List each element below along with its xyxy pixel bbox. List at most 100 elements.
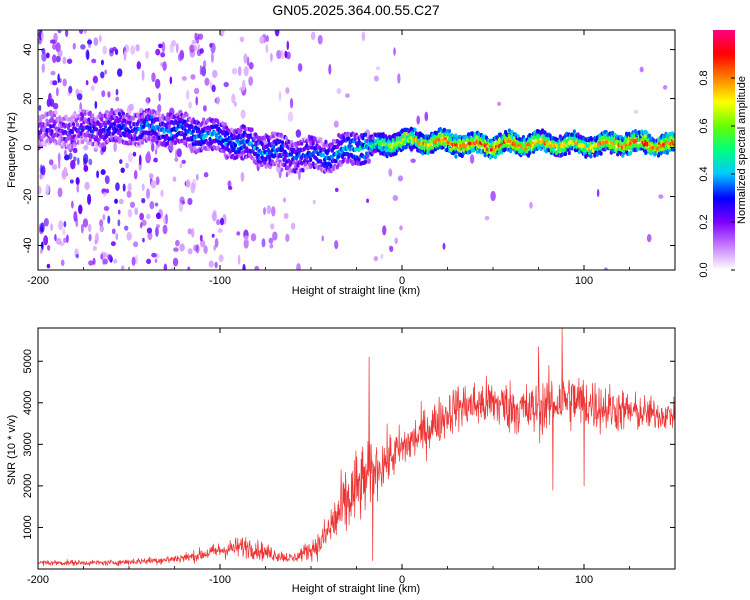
spectrogram-noise-cell [336, 88, 342, 95]
spectrogram-noise-cell [197, 33, 204, 40]
spectrogram-ridge-cell [110, 122, 114, 127]
spectrogram-noise-cell [103, 205, 110, 212]
spectrogram-noise-cell [88, 260, 94, 266]
spectrogram-noise-cell [69, 179, 74, 184]
spectrogram-ridge-cell [75, 122, 80, 127]
spectrogram-ridge-cell [70, 129, 74, 135]
spectrogram-ridge-cell [128, 129, 132, 135]
spectrogram-noise-cell [114, 198, 118, 204]
spectrogram-noise-cell [104, 69, 108, 75]
spectrogram-ridge-cell [281, 147, 285, 152]
snr-plot-area [38, 328, 675, 569]
spectrogram-noise-cell [79, 30, 84, 34]
spectrogram-ridge-cell [510, 129, 514, 135]
spectrogram-noise-cell [211, 233, 215, 238]
spectrogram-noise-cell [199, 48, 204, 54]
spectrogram-noise-cell [633, 109, 639, 115]
spectrogram-ridge-cell [403, 131, 407, 136]
spectrogram-noise-cell [100, 253, 104, 260]
spectrogram-noise-cell [240, 171, 245, 182]
spectrogram-noise-cell [268, 237, 274, 244]
spectrogram-ridge-cell [301, 168, 305, 173]
spectrogram-noise-cell [185, 89, 190, 100]
spectrogram-noise-cell [213, 244, 216, 251]
spectrogram-noise-cell [149, 201, 155, 210]
spectrogram-ridge-cell [567, 150, 571, 156]
spectrogram-noise-cell [57, 220, 64, 231]
spectrogram-noise-cell [231, 93, 236, 104]
spectrogram-noise-cell [310, 31, 316, 41]
spectrogram-ridge-cell [140, 114, 145, 119]
snr-y-ticks: 1000 2000 3000 4000 5000 [22, 349, 675, 540]
spectrogram-noise-cell [158, 92, 161, 102]
spectrogram-noise-cell [99, 225, 105, 233]
spectrogram-noise-cell [107, 254, 112, 261]
spectrogram-noise-cell [187, 266, 191, 270]
spectrogram-noise-cell [132, 151, 137, 157]
spectrogram-noise-cell [87, 223, 92, 233]
spectrogram-noise-cell [120, 167, 125, 174]
spectrogram-ridge-cell [525, 148, 529, 154]
spectrogram-noise-cell [237, 254, 241, 265]
spectrogram-ridge-cell [182, 119, 187, 124]
spectrogram-noise-cell [248, 62, 254, 70]
spectrogram-noise-cell [170, 267, 174, 270]
spectrogram-noise-cell [153, 157, 158, 163]
spectrogram-noise-cell [132, 241, 139, 248]
spectrogram-noise-cell [39, 173, 43, 180]
spectrogram-noise-cell [125, 162, 129, 169]
spectrogram-y-tick-label: -40 [22, 238, 34, 254]
spectrogram-noise-cell [397, 175, 404, 182]
spectrogram-ridge-cell [116, 108, 120, 113]
spectrogram-noise-cell [86, 39, 93, 45]
spectrogram-noise-cell [469, 154, 475, 164]
spectrogram-noise-cell [399, 225, 403, 231]
spectrogram-noise-cell [416, 115, 421, 125]
snr-y-tick-label: 3000 [22, 432, 34, 456]
spectrogram-noise-cell [115, 88, 119, 96]
spectrogram-noise-cell [243, 235, 249, 241]
spectrogram-noise-cell [50, 70, 56, 76]
spectrogram-ridge-cell [475, 149, 480, 155]
spectrogram-noise-cell [126, 231, 132, 241]
spectrogram-noise-cell [174, 157, 179, 162]
spectrogram-noise-cell [57, 187, 63, 198]
spectrogram-noise-cell [43, 235, 49, 246]
spectrogram-ridge-cell [274, 141, 278, 146]
spectrogram-noise-cell [203, 172, 209, 178]
spectrogram-noise-cell [603, 267, 608, 270]
spectrogram-ridge-cell [324, 139, 328, 145]
colorbar-tick-label: 0.2 [698, 214, 710, 229]
spectrogram-noise-cell [123, 49, 127, 61]
spectrogram-ridge-cell [637, 130, 641, 135]
spectrogram-ridge-cell [223, 141, 227, 147]
spectrogram-ridge-cell [417, 134, 421, 140]
spectrogram-ridge-cell [493, 154, 497, 160]
spectrogram-ridge-cell [260, 142, 264, 147]
spectrogram-ridge-cell [242, 144, 246, 149]
spectrogram-noise-cell [272, 231, 278, 241]
spectrogram-noise-cell [160, 189, 164, 197]
spectrogram-ridge-cell [647, 133, 652, 139]
spectrogram-ridge-cell [306, 138, 310, 143]
spectrogram-ridge-cell [287, 158, 291, 163]
spectrogram-noise-cell [242, 263, 246, 270]
spectrogram-noise-cell [40, 248, 43, 254]
spectrogram-noise-cell [151, 142, 155, 152]
spectrogram-ridge-cell [221, 121, 225, 126]
spectrogram-noise-cell [283, 213, 289, 219]
snr-y-tick-label: 4000 [22, 391, 34, 415]
spectrogram-noise-cell [103, 191, 107, 197]
spectrogram-noise-cell [54, 234, 57, 242]
spectrogram-noise-cell [146, 96, 149, 106]
spectrogram-ridge-cell [272, 144, 276, 149]
spectrogram-noise-cell [121, 265, 125, 270]
spectrogram-ridge-cell [179, 109, 183, 115]
spectrogram-ridge-cell [277, 163, 281, 168]
spectrogram-noise-cell [150, 180, 157, 189]
spectrogram-noise-cell [98, 34, 102, 43]
spectrogram-noise-cell [169, 76, 173, 85]
spectrogram-ridge-cell [288, 143, 292, 148]
spectrogram-noise-cell [133, 170, 138, 180]
spectrogram-noise-cell [52, 102, 59, 110]
